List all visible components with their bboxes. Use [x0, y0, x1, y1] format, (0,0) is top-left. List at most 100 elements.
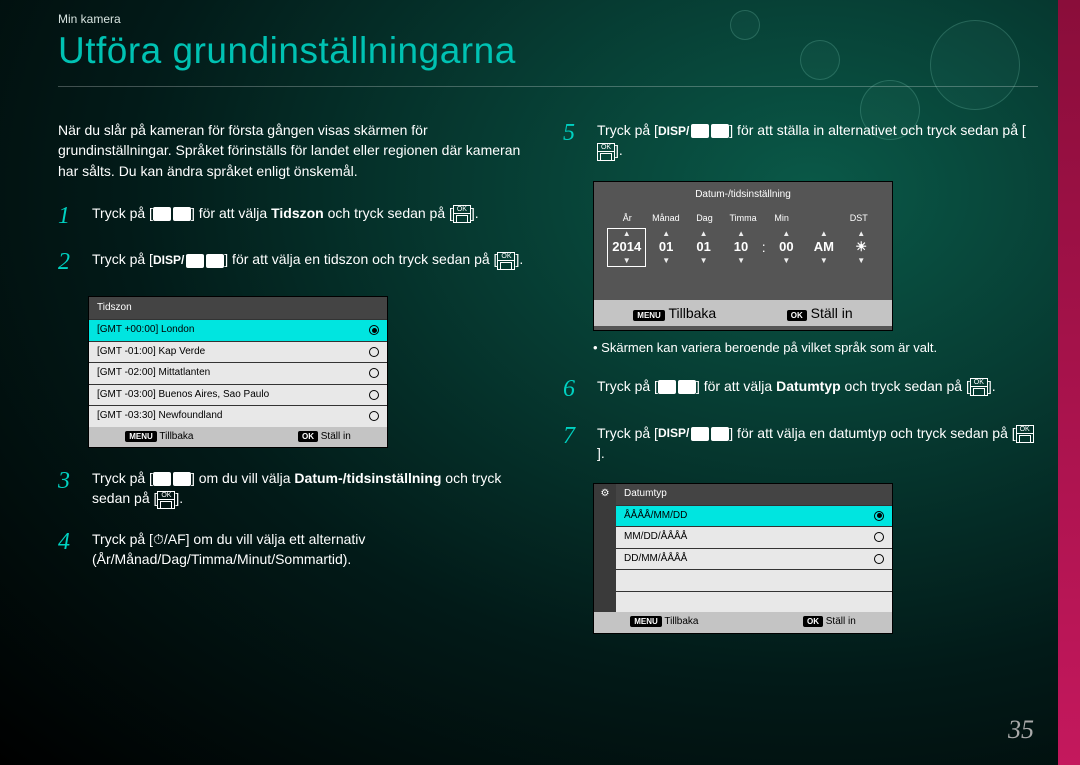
text: ].: [175, 490, 183, 506]
datetype-footer: MENU Tillbaka OK Ställ in: [594, 612, 892, 633]
datetime-labels: ÅrMånadDagTimmaMinDST: [594, 212, 892, 225]
ok-key: OK: [803, 616, 823, 627]
bokeh-circle: [730, 10, 760, 40]
page-number: 35: [1008, 715, 1034, 745]
menu-key: MENU: [125, 431, 157, 442]
back-label: Tillbaka: [668, 305, 716, 321]
text: Tryck på [: [597, 425, 658, 441]
text: ].: [597, 445, 605, 461]
note-text: • Skärmen kan variera beroende på vilket…: [593, 339, 1038, 358]
bold-text: Tidszon: [271, 205, 324, 221]
step-number: 5: [563, 120, 587, 161]
datetime-cell[interactable]: ▲01▼: [649, 230, 682, 265]
timezone-panel: Tidszon [GMT +00:00] London[GMT -01:00] …: [88, 296, 388, 449]
timer-af-icon: ⏱/AF: [153, 531, 186, 547]
radio-icon: [369, 347, 379, 357]
text: ].: [615, 142, 623, 158]
step-6: 6 Tryck på [] för att välja Datumtyp och…: [563, 376, 1038, 402]
bokeh-circle: [930, 20, 1020, 110]
text: ] för att välja: [191, 205, 271, 221]
radio-icon: [369, 411, 379, 421]
bold-text: Datum-/tidsinställning: [294, 470, 441, 486]
timezone-row[interactable]: [GMT -03:00] Buenos Aires, Sao Paulo: [89, 384, 387, 406]
disp-label: DISP/: [658, 123, 689, 140]
datetype-sidebar: [594, 505, 616, 613]
nav-icons: [153, 207, 191, 221]
timezone-row[interactable]: [GMT -01:00] Kap Verde: [89, 341, 387, 363]
text: ].: [471, 205, 479, 221]
ok-icon: [453, 205, 471, 223]
step-5: 5 Tryck på [DISP/] för att ställa in alt…: [563, 120, 1038, 161]
datetime-cell[interactable]: ▲10▼: [724, 230, 757, 265]
radio-icon: [874, 532, 884, 542]
ok-key: OK: [298, 431, 318, 442]
nav-icons: [691, 427, 729, 441]
intro-text: När du slår på kameran för första gången…: [58, 120, 533, 181]
datetype-title: Datumtyp: [616, 484, 892, 505]
ok-key: OK: [787, 310, 807, 321]
datetime-cell[interactable]: ▲01▼: [687, 230, 720, 265]
datetime-title: Datum-/tidsinställning: [594, 186, 892, 213]
text: Tryck på [: [597, 378, 658, 394]
radio-icon: [874, 511, 884, 521]
timezone-row[interactable]: [GMT +00:00] London: [89, 319, 387, 341]
text: Tryck på [: [92, 205, 153, 221]
step-1: 1 Tryck på [ ] för att välja Tidszon och …: [58, 203, 533, 229]
ok-icon: [1016, 425, 1034, 443]
step-number: 7: [563, 423, 587, 464]
timezone-row[interactable]: [GMT -03:30] Newfoundland: [89, 405, 387, 427]
text: ] för att välja: [696, 378, 776, 394]
radio-icon: [874, 554, 884, 564]
datetype-row[interactable]: ÅÅÅÅ/MM/DD: [616, 505, 892, 527]
ok-label: Ställ in: [321, 431, 351, 442]
datetype-row[interactable]: DD/MM/ÅÅÅÅ: [616, 548, 892, 570]
text: Tryck på [: [92, 470, 153, 486]
text: Tryck på [: [597, 122, 658, 138]
step-number: 6: [563, 376, 587, 402]
datetype-panel: ⚙ Datumtyp ÅÅÅÅ/MM/DDMM/DD/ÅÅÅÅDD/MM/ÅÅÅ…: [593, 483, 893, 634]
ok-icon: [497, 252, 515, 270]
menu-key: MENU: [630, 616, 662, 627]
bokeh-circle: [800, 40, 840, 80]
datetime-cell[interactable]: ▲AM▼: [807, 230, 840, 265]
text: och tryck sedan på [: [841, 378, 970, 394]
datetime-cell[interactable]: ▲2014▼: [608, 229, 645, 266]
text: ] för att välja en tidszon och tryck sed…: [224, 251, 497, 267]
step-7: 7 Tryck på [DISP/] för att välja en datu…: [563, 423, 1038, 464]
datetime-cell[interactable]: ▲00▼: [770, 230, 803, 265]
text: och tryck sedan på [: [324, 205, 453, 221]
radio-icon: [369, 325, 379, 335]
datetime-footer: MENU Tillbaka OK Ställ in: [594, 300, 892, 326]
text: ] om du vill välja: [191, 470, 294, 486]
timezone-row[interactable]: [GMT -02:00] Mittatlanten: [89, 362, 387, 384]
text: ] för att välja en datumtyp och tryck se…: [729, 425, 1015, 441]
gear-icon: ⚙: [594, 484, 616, 505]
title-divider: [58, 86, 1038, 87]
step-2: 2 Tryck på [DISP/] för att välja en tids…: [58, 249, 533, 275]
ok-icon: [157, 491, 175, 509]
back-label: Tillbaka: [159, 431, 193, 442]
text: Tryck på [: [92, 531, 153, 547]
datetime-cell[interactable]: ▲☀▼: [845, 230, 878, 265]
radio-icon: [369, 368, 379, 378]
step-number: 2: [58, 249, 82, 275]
step-number: 3: [58, 468, 82, 509]
nav-icons: [691, 124, 729, 138]
menu-key: MENU: [633, 310, 665, 321]
ok-label: Ställ in: [811, 305, 853, 321]
step-number: 4: [58, 529, 82, 570]
page-title: Utföra grundinställningarna: [58, 30, 516, 72]
ok-icon: [597, 143, 615, 161]
text: Tryck på [: [92, 251, 153, 267]
left-column: När du slår på kameran för första gången…: [58, 120, 533, 634]
step-number: 1: [58, 203, 82, 229]
nav-icons: [153, 472, 191, 486]
datetime-panel: Datum-/tidsinställning ÅrMånadDagTimmaMi…: [593, 181, 893, 332]
step-4: 4 Tryck på [⏱/AF] om du vill välja ett a…: [58, 529, 533, 570]
text: ].: [988, 378, 996, 394]
datetype-row[interactable]: MM/DD/ÅÅÅÅ: [616, 526, 892, 548]
breadcrumb: Min kamera: [58, 12, 121, 26]
timezone-footer: MENU Tillbaka OK Ställ in: [89, 427, 387, 448]
radio-icon: [369, 390, 379, 400]
ok-icon: [970, 378, 988, 396]
